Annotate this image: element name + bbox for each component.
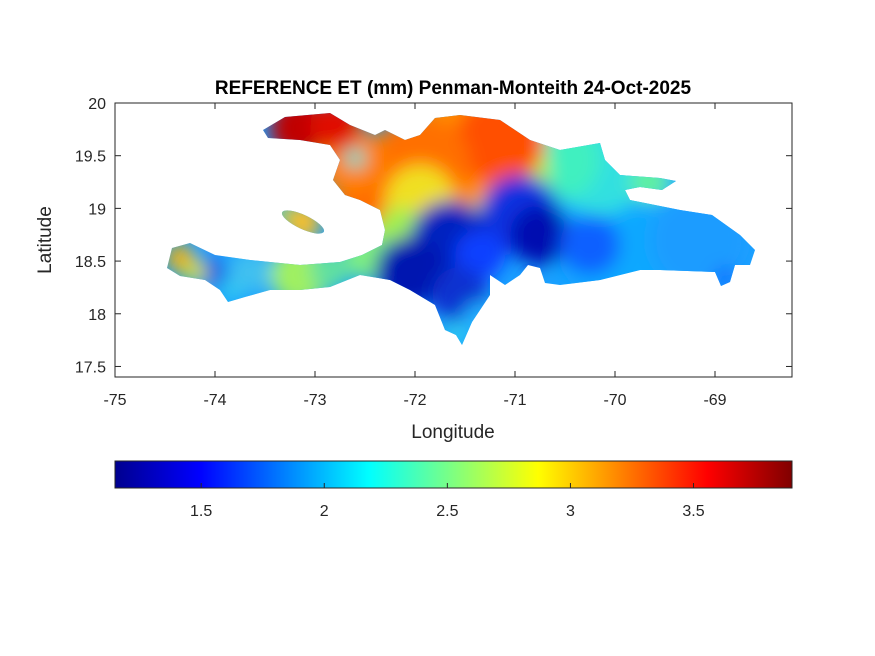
x-axis-label: Longitude [411, 422, 494, 443]
et-value-patch [560, 215, 620, 275]
x-tick-label: -72 [403, 392, 426, 409]
y-tick-label: 20 [88, 96, 106, 113]
et-value-patch [630, 162, 670, 202]
colorbar [114, 460, 793, 489]
et-value-patch [510, 205, 570, 265]
y-tick-label: 19 [88, 201, 106, 218]
et-value-patch [285, 204, 321, 240]
y-axis-label: Latitude [35, 206, 56, 274]
et-value-patch [650, 190, 750, 290]
y-tick-label: 18 [88, 307, 106, 324]
et-value-patch [443, 323, 467, 345]
et-value-patch [310, 113, 360, 150]
colorbar-tick-label: 3 [566, 503, 575, 520]
et-value-patch [220, 282, 240, 302]
y-tick-label: 18.5 [75, 254, 106, 271]
et-field [167, 113, 755, 345]
et-value-patch [455, 230, 505, 280]
x-tick-label: -73 [303, 392, 326, 409]
et-value-patch [462, 302, 498, 338]
x-tick-label: -70 [603, 392, 626, 409]
x-tick-label: -69 [703, 392, 726, 409]
et-value-patch [272, 204, 288, 220]
y-tick-label: 17.5 [75, 359, 106, 376]
colorbar-tick-label: 3.5 [682, 503, 704, 520]
et-value-patch [432, 267, 488, 323]
et-value-patch [345, 148, 365, 168]
colorbar-tick-label: 1.5 [190, 503, 212, 520]
chart-title: REFERENCE ET (mm) Penman-Monteith 24-Oct… [215, 78, 692, 99]
et-value-patch [183, 260, 207, 284]
colorbar-tick-label: 2.5 [436, 503, 458, 520]
et-value-patch [715, 268, 735, 288]
y-tick-label: 19.5 [75, 149, 106, 166]
x-tick-label: -71 [503, 392, 526, 409]
colorbar-tick-label: 2 [320, 503, 329, 520]
x-tick-label: -75 [103, 392, 126, 409]
colorbar-ticks: 1.5 2 2.5 3 3.5 [190, 483, 705, 520]
x-tick-label: -74 [203, 392, 226, 409]
axes: -75 -74 -73 -72 -71 -70 -69 17.5 18 18.5 19 19.5 20 [75, 96, 792, 409]
et-value-patch [310, 250, 350, 290]
plot-box [114, 102, 793, 378]
